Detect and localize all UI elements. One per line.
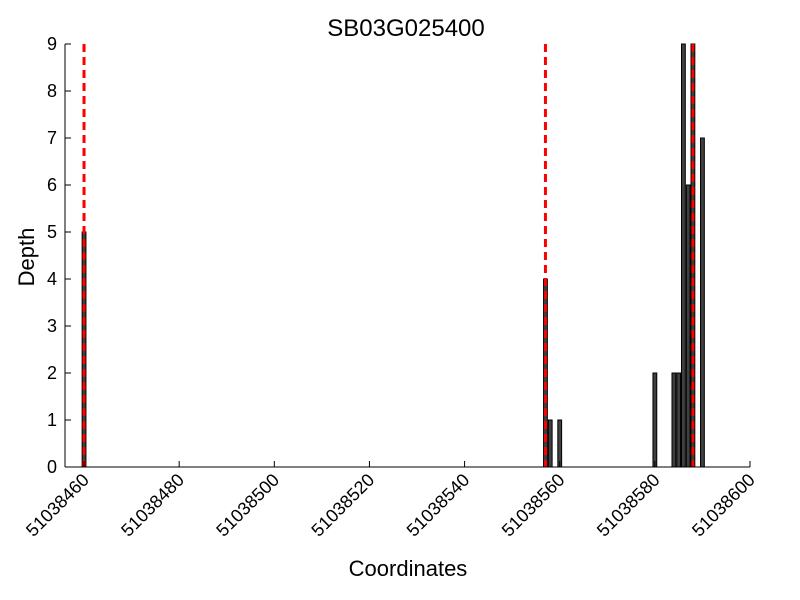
y-tick-label: 8 — [47, 81, 57, 101]
chart-title: SB03G025400 — [327, 15, 484, 42]
bar-51038587 — [685, 184, 691, 468]
y-tick-label: 4 — [47, 269, 57, 289]
x-tick-label: 51038520 — [307, 470, 378, 541]
axes-group — [64, 44, 750, 468]
y-tick-label: 6 — [47, 175, 57, 195]
x-tick-label: 51038500 — [212, 470, 283, 541]
y-tick-label: 5 — [47, 222, 57, 242]
bar-51038560 — [557, 419, 563, 468]
x-axis-title: Coordinates — [349, 556, 468, 581]
bar-51038580 — [652, 372, 658, 468]
y-tick-label: 9 — [47, 34, 57, 54]
bar-51038585 — [676, 372, 682, 468]
y-axis-title: Depth — [14, 228, 39, 287]
x-ticks-group: 51038460 51038480 51038500 51038520 51038540… — [22, 461, 759, 540]
y-tick-label: 1 — [47, 410, 57, 430]
x-tick-label: 51038560 — [498, 470, 569, 541]
y-ticks-group: 0 1 2 3 4 5 6 7 8 9 — [47, 34, 71, 477]
reference-lines-group — [82, 44, 695, 467]
y-tick-label: 3 — [47, 316, 57, 336]
y-tick-label: 7 — [47, 128, 57, 148]
bar-51038590 — [700, 137, 705, 468]
x-tick-label: 51038540 — [403, 470, 474, 541]
y-tick-label: 0 — [47, 457, 57, 477]
x-tick-label: 51038580 — [593, 470, 664, 541]
x-tick-label: 51038480 — [117, 470, 188, 541]
bar-51038586 — [681, 43, 686, 468]
bar-51038584 — [671, 372, 677, 468]
y-tick-label: 2 — [47, 363, 57, 383]
x-tick-label: 51038460 — [22, 470, 93, 541]
bar-51038558 — [547, 419, 553, 468]
bars-group — [81, 43, 705, 468]
x-tick-label: 51038600 — [688, 470, 759, 541]
